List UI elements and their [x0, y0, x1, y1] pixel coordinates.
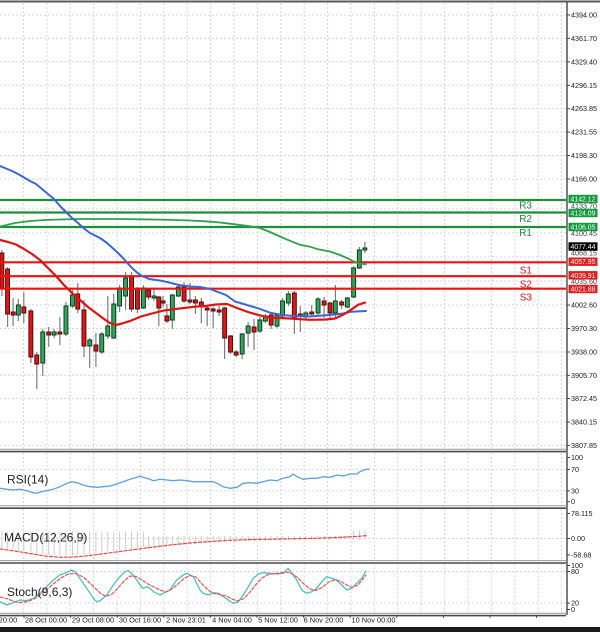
- svg-text:3938.00: 3938.00: [571, 348, 597, 357]
- svg-text:R2: R2: [519, 214, 532, 225]
- svg-text:S1: S1: [520, 266, 533, 277]
- svg-text:70: 70: [571, 465, 579, 474]
- svg-text:29 Oct 08:00: 29 Oct 08:00: [72, 616, 114, 625]
- svg-text:3872.45: 3872.45: [571, 394, 597, 403]
- svg-text:R3: R3: [519, 201, 532, 212]
- svg-text:0.00: 0.00: [571, 534, 585, 543]
- svg-text:3840.15: 3840.15: [571, 418, 597, 427]
- svg-text:4133.70: 4133.70: [571, 202, 597, 211]
- svg-text:10 Nov 00:00: 10 Nov 00:00: [352, 616, 396, 625]
- svg-text:4198.30: 4198.30: [571, 151, 597, 160]
- svg-text:78.115: 78.115: [571, 509, 592, 518]
- svg-text:4035.60: 4035.60: [571, 277, 597, 286]
- svg-text:100: 100: [571, 453, 583, 462]
- svg-text:4124.09: 4124.09: [571, 211, 596, 218]
- svg-text:4296.15: 4296.15: [571, 81, 597, 90]
- svg-text:Stoch(9,6,3): Stoch(9,6,3): [7, 585, 72, 599]
- svg-text:5 Nov 12:00: 5 Nov 12:00: [258, 616, 298, 625]
- svg-text:3970.30: 3970.30: [571, 324, 597, 333]
- svg-text:80: 80: [571, 567, 579, 576]
- svg-text:4002.60: 4002.60: [571, 301, 597, 310]
- svg-text:S3: S3: [520, 293, 533, 304]
- svg-text:4039.91: 4039.91: [571, 273, 596, 280]
- svg-text:4263.85: 4263.85: [571, 104, 597, 113]
- svg-text:-58.68: -58.68: [571, 551, 591, 560]
- svg-text:28 Oct 00:00: 28 Oct 00:00: [25, 616, 67, 625]
- svg-text:3905.70: 3905.70: [571, 371, 597, 380]
- svg-text:4021.88: 4021.88: [571, 287, 596, 294]
- svg-text:S2: S2: [520, 280, 533, 291]
- svg-text:4142.12: 4142.12: [571, 197, 596, 204]
- svg-text:20:00: 20:00: [0, 616, 17, 625]
- svg-text:MACD(12,26,9): MACD(12,26,9): [4, 531, 87, 545]
- svg-text:4394.00: 4394.00: [571, 11, 597, 20]
- svg-text:100: 100: [571, 561, 583, 570]
- svg-text:4057.95: 4057.95: [571, 259, 596, 266]
- svg-text:4231.55: 4231.55: [571, 128, 597, 137]
- svg-text:0: 0: [571, 497, 575, 506]
- svg-text:4106.05: 4106.05: [571, 225, 596, 232]
- svg-text:4100.45: 4100.45: [571, 229, 597, 238]
- svg-text:0: 0: [571, 605, 575, 614]
- svg-text:RSI(14): RSI(14): [7, 473, 48, 487]
- svg-text:4329.40: 4329.40: [571, 57, 597, 66]
- svg-text:4 Nov 04:00: 4 Nov 04:00: [212, 616, 252, 625]
- svg-text:4361.70: 4361.70: [571, 34, 597, 43]
- svg-text:4166.00: 4166.00: [571, 175, 597, 184]
- svg-text:3807.85: 3807.85: [571, 441, 597, 450]
- svg-text:30: 30: [571, 486, 579, 495]
- svg-text:2 Nov 23:01: 2 Nov 23:01: [166, 616, 206, 625]
- svg-text:6 Nov 20:00: 6 Nov 20:00: [304, 616, 344, 625]
- svg-text:30 Oct 16:00: 30 Oct 16:00: [119, 616, 161, 625]
- svg-text:R1: R1: [519, 228, 532, 239]
- svg-text:20: 20: [571, 599, 579, 608]
- svg-text:4077.44: 4077.44: [571, 244, 596, 251]
- svg-text:4068.15: 4068.15: [571, 249, 597, 258]
